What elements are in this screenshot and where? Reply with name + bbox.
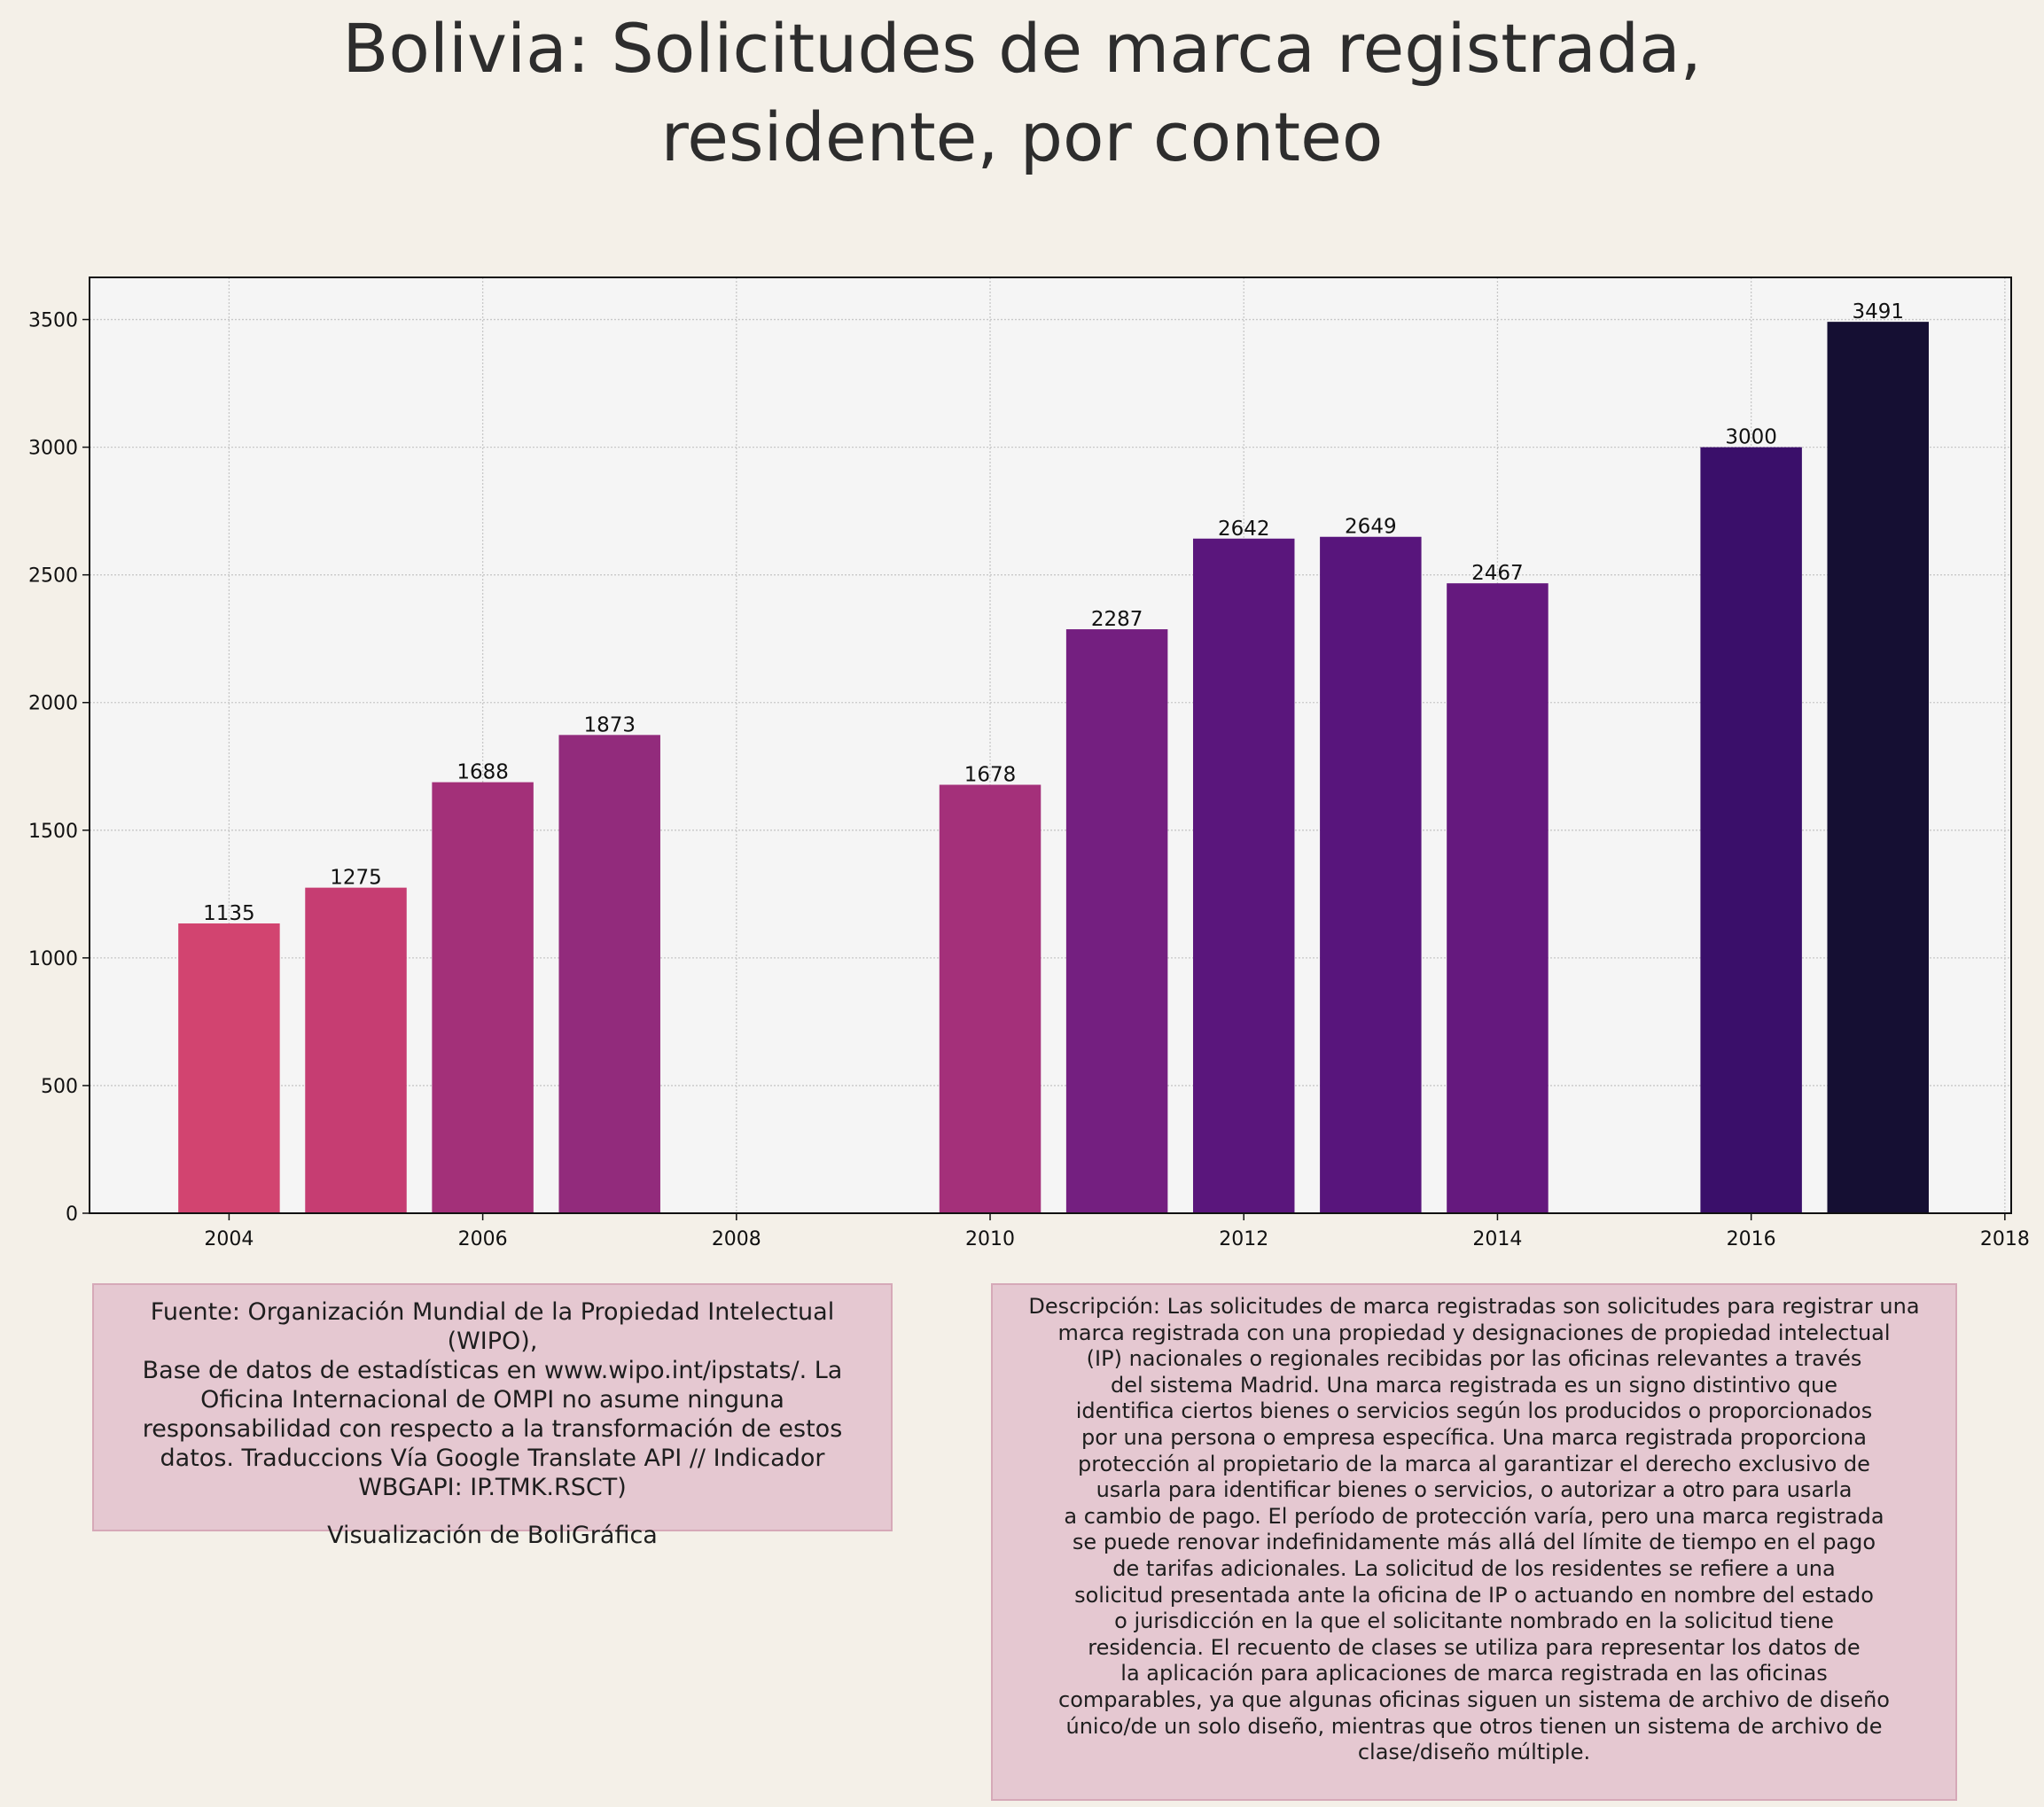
bar-value-label: 2649	[1345, 516, 1397, 539]
bar	[1320, 536, 1422, 1213]
x-tick-label: 2016	[1727, 1228, 1776, 1250]
bar-value-label: 1873	[583, 713, 636, 736]
y-tick-label: 2000	[28, 693, 78, 715]
y-tick-label: 1500	[28, 821, 78, 843]
bar	[1192, 538, 1295, 1213]
bar-value-label: 2642	[1218, 518, 1270, 541]
bar-value-label: 3491	[1852, 300, 1904, 323]
description-line: Descripción: Las solicitudes de marca re…	[1028, 1294, 1920, 1319]
bars	[178, 322, 1929, 1214]
description-line: de tarifas adicionales. La solicitud de …	[1112, 1555, 1836, 1581]
x-tick-label: 2012	[1219, 1228, 1268, 1250]
y-tick-label: 3000	[28, 438, 78, 460]
x-tick-label: 2004	[204, 1228, 254, 1250]
bar	[1827, 322, 1929, 1214]
bar-value-label: 2287	[1091, 608, 1143, 631]
x-tick-label: 2008	[712, 1228, 761, 1250]
description-line: (IP) nacionales o regionales recibidas p…	[1086, 1346, 1862, 1372]
bar-value-label: 1688	[456, 761, 509, 784]
description-line: o jurisdicción en la que el solicitante …	[1114, 1608, 1834, 1634]
bar-value-label: 1678	[964, 764, 1017, 787]
source-line: WBGAPI: IP.TMK.RSCT)	[358, 1474, 627, 1501]
source-line: Oficina Internacional de OMPI no asume n…	[200, 1386, 784, 1414]
description-line: marca registrada con una propiedad y des…	[1057, 1320, 1891, 1345]
description-line: usarla para identificar bienes o servici…	[1096, 1477, 1853, 1503]
plot-area	[90, 277, 2011, 1213]
source-line: Base de datos de estadísticas en www.wip…	[142, 1357, 843, 1384]
y-tick-label: 0	[66, 1203, 78, 1226]
description-line: solicitud presentada ante la oficina de …	[1074, 1582, 1874, 1608]
description-box: Descripción: Las solicitudes de marca re…	[991, 1283, 1957, 1801]
chart-title: Bolivia: Solicitudes de marca registrada…	[0, 0, 2044, 182]
x-tick-label: 2014	[1472, 1228, 1522, 1250]
bar	[558, 735, 660, 1213]
y-tick-label: 500	[41, 1076, 78, 1098]
bar	[1065, 629, 1168, 1213]
description-line: identifica ciertos bienes o servicios se…	[1075, 1398, 1873, 1424]
description-line: se puede renovar indefinidamente más all…	[1072, 1530, 1876, 1555]
bar	[1447, 583, 1549, 1213]
chart-title-line-1: Bolivia: Solicitudes de marca registrada…	[342, 9, 1702, 88]
source-box: Fuente: Organización Mundial de la Propi…	[92, 1283, 893, 1549]
bar-value-label: 1275	[330, 867, 382, 890]
bar	[432, 782, 534, 1213]
source-line: datos. Traduccions Vía Google Translate …	[160, 1445, 825, 1472]
axes: 2004 2006 2008 2010 2012 2014 2016 2018 0 500 1000…	[28, 310, 2030, 1250]
description-line: por una persona o empresa específica. Un…	[1081, 1424, 1867, 1450]
bar	[1700, 447, 1802, 1214]
x-tick-label: 2018	[1980, 1228, 2030, 1250]
x-tick-label: 2006	[458, 1228, 508, 1250]
chart-title-line-2: residente, por conteo	[660, 97, 1384, 176]
x-tick-label: 2010	[965, 1228, 1015, 1250]
description-line: comparables, ya que algunas oficinas sig…	[1058, 1686, 1890, 1712]
bar	[305, 887, 407, 1213]
bar	[939, 784, 1042, 1213]
description-line: la aplicación para aplicaciones de marca…	[1120, 1661, 1828, 1686]
bar-value-label: 1135	[203, 902, 255, 925]
source-line: responsabilidad con respecto a la transf…	[142, 1415, 843, 1443]
source-line: Fuente: Organización Mundial de la Propi…	[150, 1298, 835, 1355]
description-line: a cambio de pago. El período de protecci…	[1064, 1503, 1884, 1529]
bar-value-labels: 1135 1275 1688 1873 1678 2287 2642 2649 2467 3000…	[203, 300, 1904, 925]
description-line: del sistema Madrid. Una marca registrada…	[1110, 1372, 1838, 1398]
bar-value-label: 2467	[1471, 562, 1524, 585]
description-line: protección al propietario de la marca al…	[1078, 1451, 1870, 1476]
y-tick-label: 1000	[28, 948, 78, 970]
bar-chart: 1135 1275 1688 1873 1678 2287 2642 2649 2467 3000…	[28, 277, 2030, 1250]
plot-frame	[89, 277, 2012, 1214]
visualization-credit: Visualización de BoliGráfica	[327, 1522, 658, 1549]
description-line: único/de un solo diseño, mientras que ot…	[1065, 1713, 1883, 1739]
description-line: clase/diseño múltiple.	[1357, 1740, 1591, 1765]
bar-value-label: 3000	[1725, 426, 1777, 449]
y-tick-label: 3500	[28, 310, 78, 332]
bar	[178, 923, 280, 1213]
y-tick-label: 2500	[28, 565, 78, 588]
description-line: residencia. El recuento de clases se uti…	[1088, 1634, 1861, 1660]
